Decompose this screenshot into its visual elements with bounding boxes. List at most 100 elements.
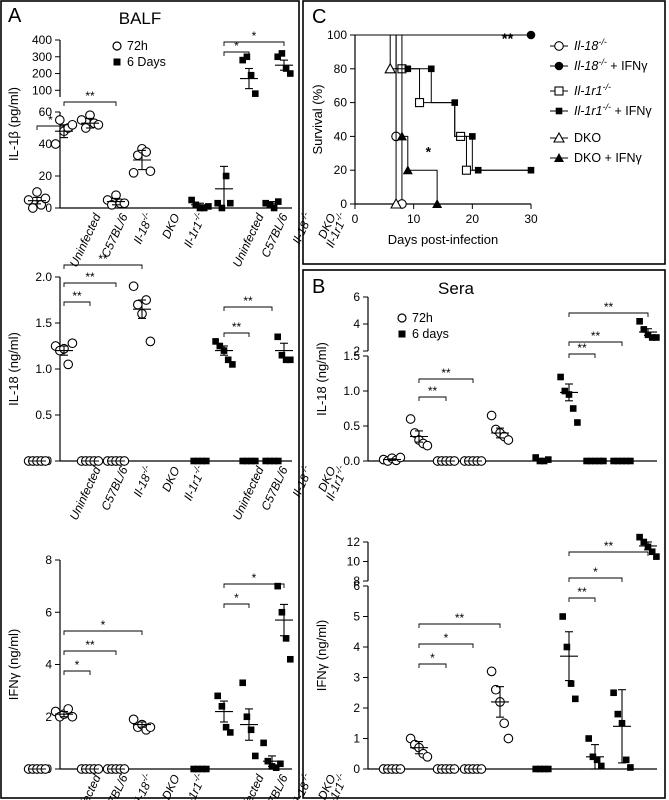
data-point — [128, 714, 139, 725]
data-point — [222, 723, 230, 731]
legend-marker — [554, 153, 564, 162]
survival-marker — [526, 30, 536, 40]
significance-bracket — [568, 577, 623, 582]
legend-b-72h: 72h — [412, 311, 433, 325]
data-point — [23, 195, 34, 205]
data-point — [63, 359, 74, 370]
panel-c-frame — [302, 0, 666, 265]
data-point — [239, 56, 246, 64]
category-label: Uninfected — [230, 211, 267, 269]
x-tick-label: 30 — [524, 212, 538, 226]
significance-label: ** — [85, 270, 95, 284]
category-label: DKO — [159, 211, 183, 240]
significance-label: ** — [232, 320, 242, 334]
data-point — [76, 115, 87, 125]
data-point — [188, 196, 195, 204]
y-axis-label: IFNγ (ng/ml) — [314, 620, 329, 692]
y-tick-label: 0.5 — [343, 419, 360, 433]
data-point — [585, 735, 592, 742]
data-point — [540, 457, 548, 465]
data-point — [405, 414, 416, 424]
significance-label: ** — [577, 341, 587, 355]
significance-label: * — [48, 113, 53, 127]
survival-line — [355, 34, 403, 204]
legend-open-circle-marker — [397, 313, 407, 323]
data-point — [648, 334, 656, 341]
data-point — [278, 50, 286, 57]
significance-label: * — [75, 658, 80, 672]
data-point — [227, 729, 234, 736]
data-point — [247, 71, 255, 79]
y-tick-label: 300 — [32, 50, 52, 64]
significance-bracket — [418, 643, 474, 648]
significance-bracket — [223, 332, 250, 337]
y-tick-label: 40 — [39, 137, 53, 151]
survival-marker — [427, 65, 435, 73]
data-point — [224, 356, 232, 364]
data-point — [216, 342, 224, 350]
significance-bracket — [223, 51, 250, 56]
data-point — [274, 582, 281, 590]
y-tick-label: 1 — [353, 732, 360, 746]
data-point — [128, 167, 139, 178]
survival-marker — [461, 165, 472, 175]
significance-bracket — [63, 282, 117, 287]
significance-bracket — [36, 125, 65, 130]
significance-label: * — [234, 39, 239, 53]
data-point — [214, 199, 221, 207]
significance-label: * — [430, 651, 435, 665]
survival-line — [355, 34, 531, 171]
legend-filled-square-marker — [398, 330, 406, 338]
category-label: C57BL/6 — [98, 772, 131, 800]
data-point — [640, 538, 648, 546]
data-point — [614, 710, 622, 718]
panel-a-frame — [0, 0, 300, 799]
survival-marker — [404, 65, 412, 73]
data-point — [499, 718, 510, 729]
data-point — [282, 356, 290, 364]
y-tick-label: 100 — [327, 28, 347, 42]
y-tick-label: 0 — [45, 201, 52, 215]
significance-bracket — [223, 306, 273, 311]
panel-b-frame — [302, 269, 666, 799]
y-tick-label: 0.0 — [343, 454, 360, 468]
significance-bracket — [223, 603, 250, 608]
y-tick-label: 6 — [353, 290, 360, 304]
significance-label: ** — [441, 366, 451, 380]
significance-label: * — [252, 29, 257, 43]
survival-marker — [432, 199, 443, 208]
data-point — [67, 119, 78, 130]
data-point — [40, 193, 51, 204]
data-point — [243, 713, 251, 721]
significance-label: ** — [604, 539, 614, 553]
y-tick-label: 60 — [334, 96, 348, 110]
panel-b-legend: 72h 6 days — [397, 311, 449, 341]
significance-bracket — [223, 583, 285, 588]
y-axis-label: Survival (%) — [310, 84, 325, 154]
significance-label: * — [444, 631, 449, 645]
data-point — [200, 204, 208, 212]
y-tick-label: 1.5 — [343, 349, 360, 363]
data-point — [422, 751, 433, 762]
y-axis-label: IL-18 (ng/ml) — [314, 342, 329, 416]
y-tick-label: 2 — [45, 710, 52, 724]
data-point — [532, 454, 539, 461]
survival-legend: Il-18-/- Il-18-/- + IFNγ Il-1r1-/- Il-1r1-/… — [550, 37, 652, 165]
significance-bracket — [568, 597, 596, 602]
data-point — [572, 695, 579, 703]
data-point — [627, 764, 634, 771]
significance-bracket — [63, 101, 117, 106]
panel-a-title: BALF — [119, 9, 162, 28]
category-label: Il-1r1-/- — [179, 211, 209, 250]
data-point — [278, 351, 286, 359]
data-point — [270, 204, 278, 212]
legend-open-circle-marker — [112, 41, 122, 51]
x-tick-label: 20 — [466, 212, 480, 226]
y-tick-label: 2 — [353, 344, 360, 358]
significance-bracket — [418, 378, 474, 383]
data-point — [563, 643, 571, 651]
data-point — [640, 326, 648, 333]
y-tick-label: 1.5 — [35, 316, 52, 330]
significance-label: ** — [98, 252, 108, 266]
significance-bracket — [568, 551, 649, 556]
